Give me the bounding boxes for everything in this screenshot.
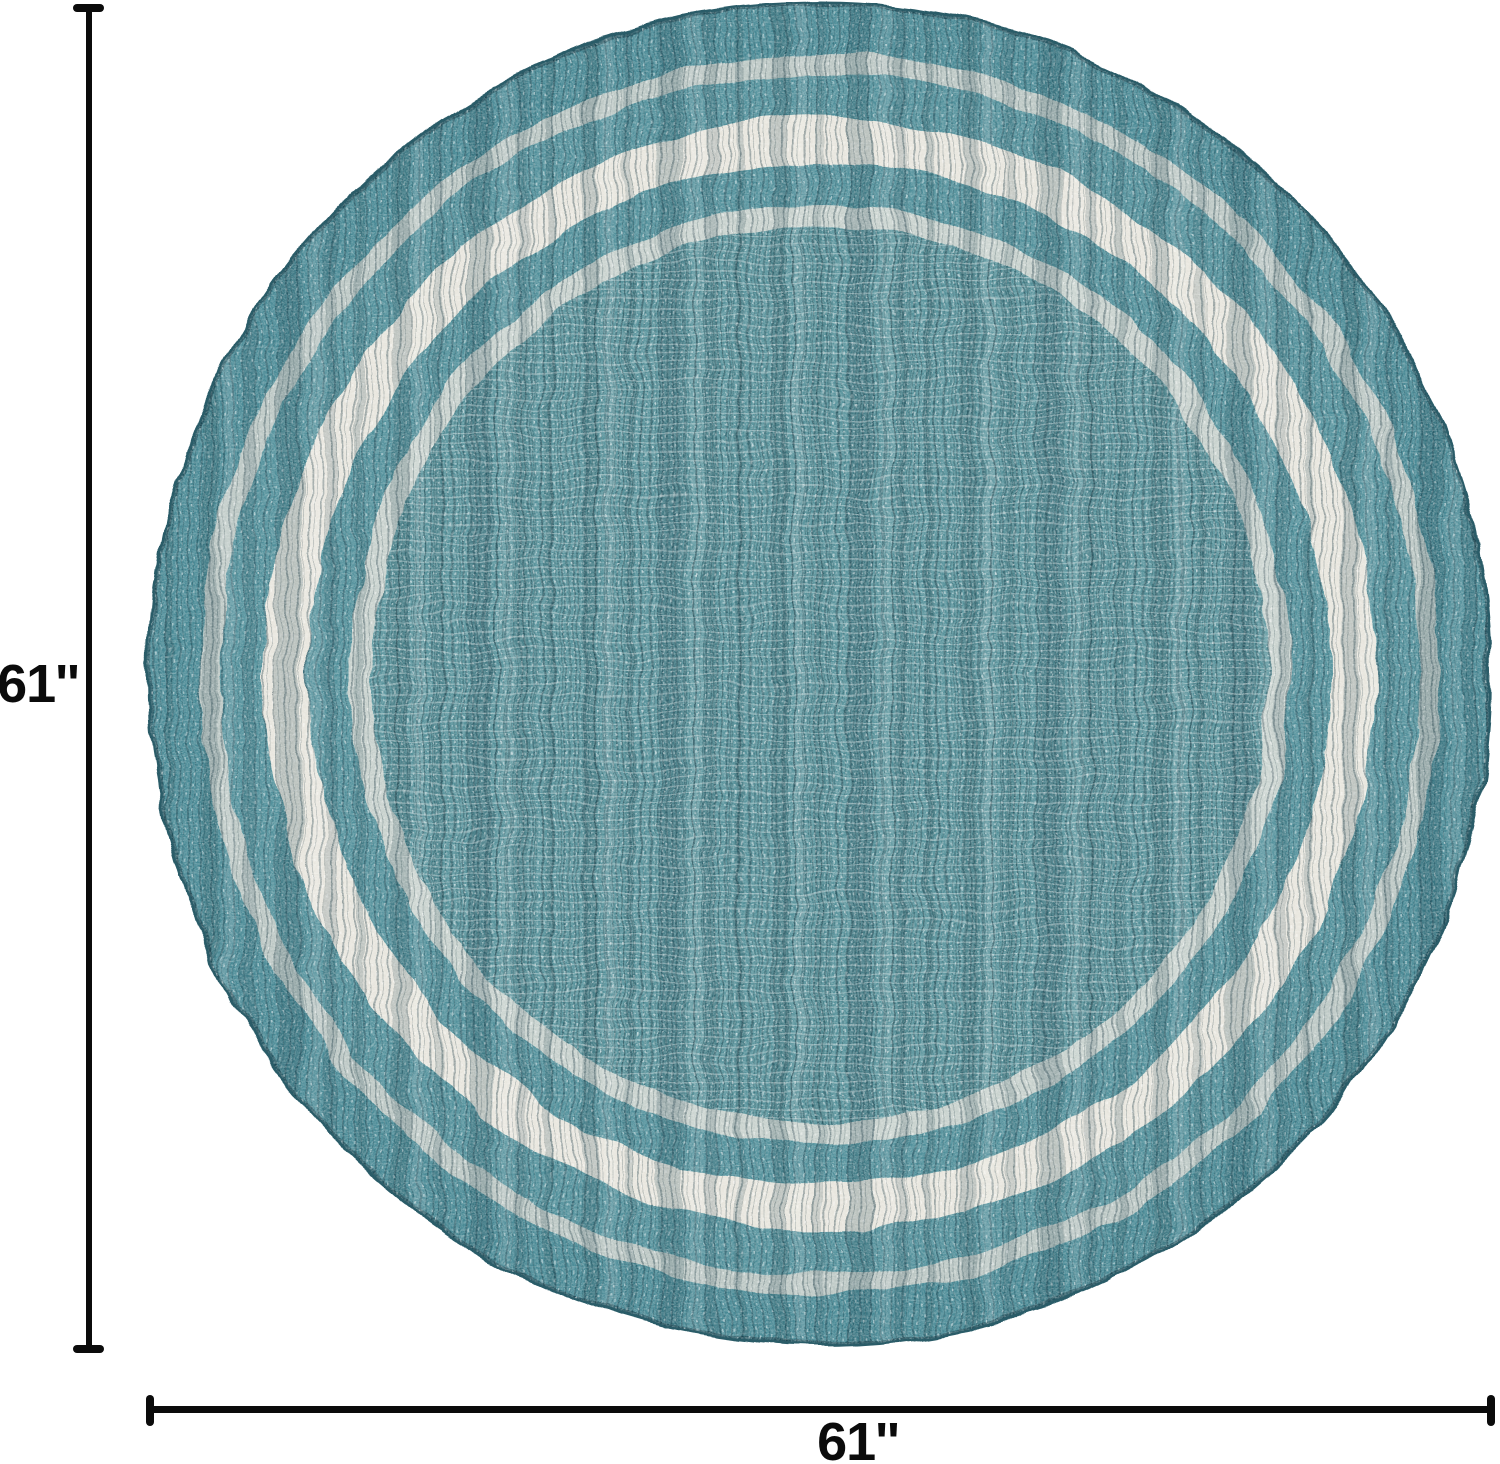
height-dimension-top-cap bbox=[73, 4, 104, 12]
width-dimension-left-cap bbox=[146, 1395, 154, 1426]
height-dimension-label: 61'' bbox=[0, 654, 80, 714]
width-dimension-right-cap bbox=[1487, 1395, 1495, 1426]
width-dimension-line bbox=[149, 1406, 1492, 1413]
height-dimension-bottom-cap bbox=[73, 1345, 104, 1353]
width-dimension-label: 61'' bbox=[817, 1412, 900, 1464]
height-dimension-line bbox=[86, 8, 92, 1350]
